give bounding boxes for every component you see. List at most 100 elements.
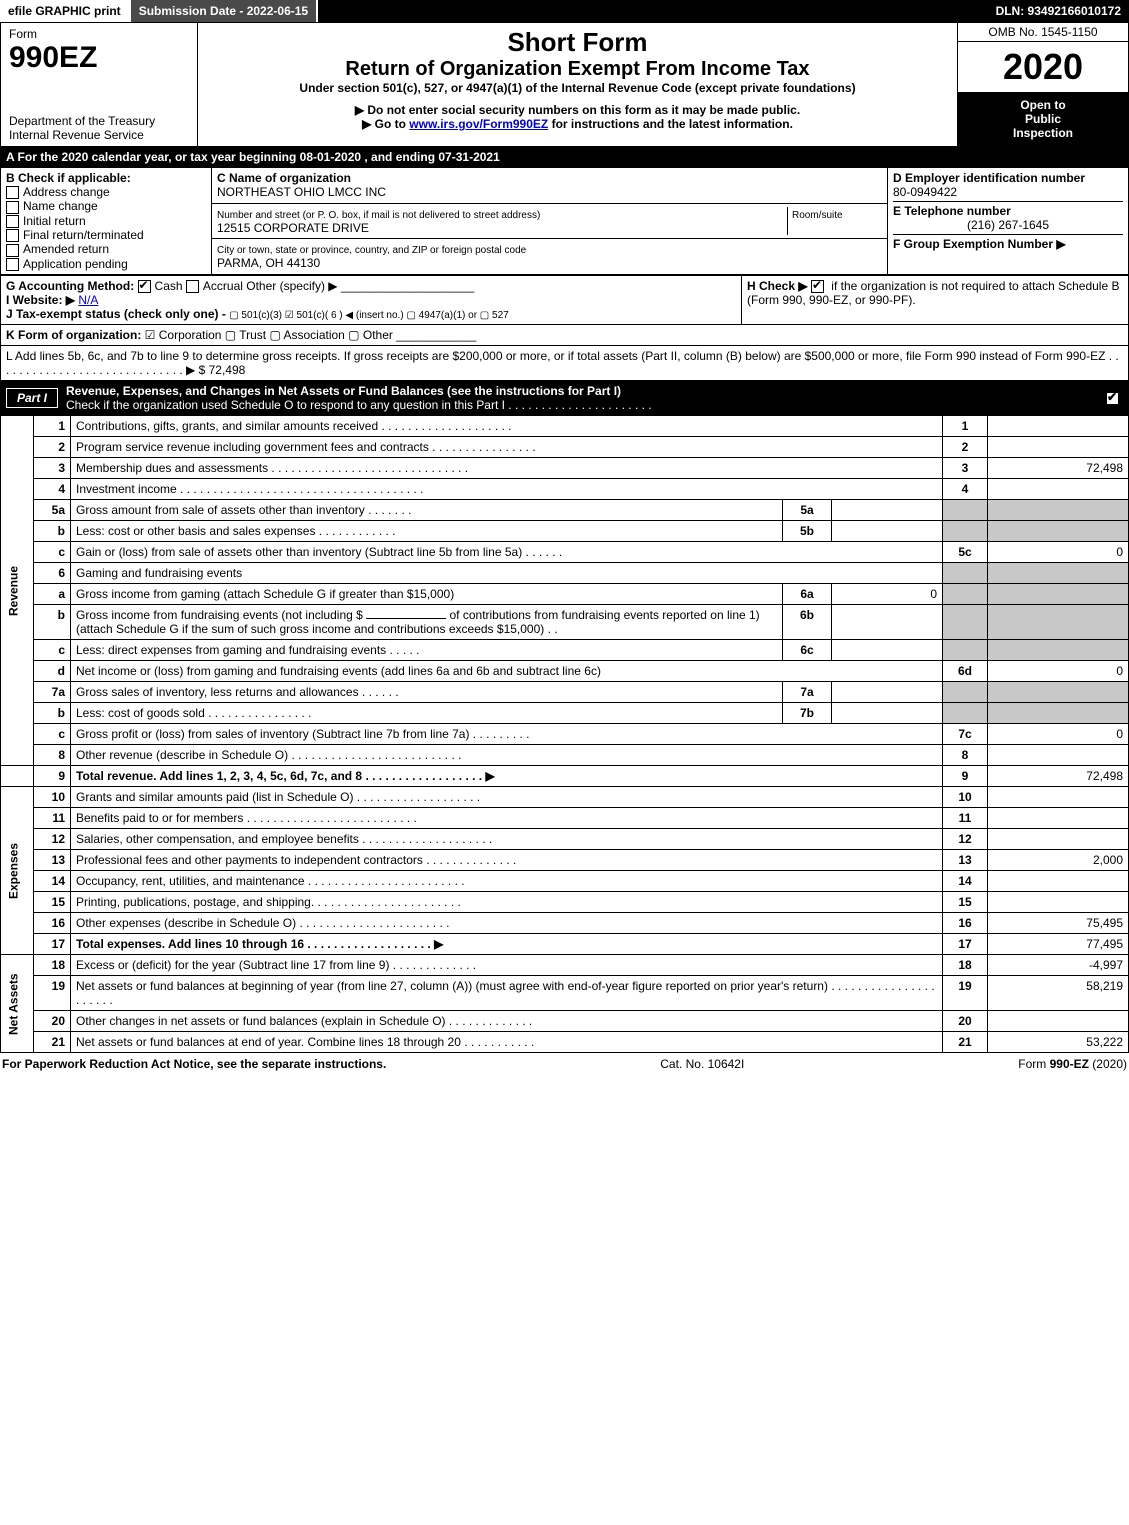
line-1-amt bbox=[988, 416, 1129, 437]
form-word: Form bbox=[9, 27, 189, 41]
check-schedule-o[interactable] bbox=[1106, 392, 1119, 405]
line-2-amt bbox=[988, 437, 1129, 458]
line-8-desc: Other revenue (describe in Schedule O) .… bbox=[71, 745, 943, 766]
check-name-change[interactable] bbox=[6, 201, 19, 214]
check-cash[interactable] bbox=[138, 280, 151, 293]
check-initial-return[interactable] bbox=[6, 215, 19, 228]
under-section: Under section 501(c), 527, or 4947(a)(1)… bbox=[206, 81, 949, 95]
top-bar: efile GRAPHIC print Submission Date - 20… bbox=[0, 0, 1129, 22]
line-4-amt bbox=[988, 479, 1129, 500]
irs-link[interactable]: www.irs.gov/Form990EZ bbox=[409, 117, 548, 131]
box-b-title: B Check if applicable: bbox=[6, 171, 206, 185]
line-5c-desc: Gain or (loss) from sale of assets other… bbox=[71, 542, 943, 563]
check-amended-return[interactable] bbox=[6, 244, 19, 257]
line-19-amt: 58,219 bbox=[988, 976, 1129, 1011]
entity-info-block: B Check if applicable: Address change Na… bbox=[0, 167, 1129, 275]
line-13-amt: 2,000 bbox=[988, 850, 1129, 871]
short-form-title: Short Form bbox=[206, 27, 949, 58]
city-label: City or town, state or province, country… bbox=[217, 245, 526, 256]
line-18-amt: -4,997 bbox=[988, 955, 1129, 976]
box-f-label: F Group Exemption Number ▶ bbox=[893, 234, 1123, 251]
dln: DLN: 93492166010172 bbox=[988, 0, 1129, 22]
line-h-label: H Check ▶ bbox=[747, 279, 808, 293]
form-ref: Form 990-EZ (2020) bbox=[1018, 1057, 1127, 1071]
line-16-desc: Other expenses (describe in Schedule O) … bbox=[71, 913, 943, 934]
line-16-amt: 75,495 bbox=[988, 913, 1129, 934]
line-j-label: J Tax-exempt status (check only one) - bbox=[6, 307, 226, 321]
line-a-taxyear: A For the 2020 calendar year, or tax yea… bbox=[0, 147, 1129, 167]
revenue-vlabel: Revenue bbox=[1, 416, 34, 766]
no-ssn-warning: ▶ Do not enter social security numbers o… bbox=[206, 103, 949, 117]
line-10-amt bbox=[988, 787, 1129, 808]
page-footer: For Paperwork Reduction Act Notice, see … bbox=[0, 1053, 1129, 1075]
check-address-change[interactable] bbox=[6, 186, 19, 199]
line-11-desc: Benefits paid to or for members . . . . … bbox=[71, 808, 943, 829]
check-application-pending[interactable] bbox=[6, 258, 19, 271]
line-1-desc: Contributions, gifts, grants, and simila… bbox=[71, 416, 943, 437]
goto-link[interactable]: ▶ Go to www.irs.gov/Form990EZ for instru… bbox=[206, 117, 949, 131]
website-value[interactable]: N/A bbox=[78, 293, 98, 307]
line-k: K Form of organization: ☑ Corporation ▢ … bbox=[0, 325, 1129, 346]
form-header: Form 990EZ Department of the Treasury In… bbox=[0, 22, 1129, 147]
netassets-vlabel: Net Assets bbox=[1, 955, 34, 1053]
line-9-desc: Total revenue. Add lines 1, 2, 3, 4, 5c,… bbox=[71, 766, 943, 787]
accounting-block: G Accounting Method: Cash Accrual Other … bbox=[0, 275, 1129, 325]
room-label: Room/suite bbox=[792, 210, 843, 221]
line-19-desc: Net assets or fund balances at beginning… bbox=[71, 976, 943, 1011]
line-6c-desc: Less: direct expenses from gaming and fu… bbox=[71, 640, 783, 661]
line-17-amt: 77,495 bbox=[988, 934, 1129, 955]
line-i-label: I Website: ▶ bbox=[6, 293, 75, 307]
org-name: NORTHEAST OHIO LMCC INC bbox=[217, 185, 386, 199]
line-5b-desc: Less: cost or other basis and sales expe… bbox=[71, 521, 783, 542]
line-3-desc: Membership dues and assessments . . . . … bbox=[71, 458, 943, 479]
line-5c-amt: 0 bbox=[988, 542, 1129, 563]
line-18-desc: Excess or (deficit) for the year (Subtra… bbox=[71, 955, 943, 976]
line-21-desc: Net assets or fund balances at end of ye… bbox=[71, 1032, 943, 1053]
line-15-desc: Printing, publications, postage, and shi… bbox=[71, 892, 943, 913]
street-label: Number and street (or P. O. box, if mail… bbox=[217, 210, 540, 221]
line-9-amt: 72,498 bbox=[988, 766, 1129, 787]
line-14-desc: Occupancy, rent, utilities, and maintena… bbox=[71, 871, 943, 892]
line-l: L Add lines 5b, 6c, and 7b to line 9 to … bbox=[0, 346, 1129, 381]
line-12-desc: Salaries, other compensation, and employ… bbox=[71, 829, 943, 850]
box-d-label: D Employer identification number bbox=[893, 171, 1123, 185]
box-e-label: E Telephone number bbox=[893, 201, 1123, 218]
city-value: PARMA, OH 44130 bbox=[217, 256, 320, 270]
omb-number: OMB No. 1545-1150 bbox=[958, 23, 1128, 42]
check-sched-b[interactable] bbox=[811, 280, 824, 293]
return-title: Return of Organization Exempt From Incom… bbox=[206, 58, 949, 81]
street-value: 12515 CORPORATE DRIVE bbox=[217, 221, 369, 235]
line-7a-desc: Gross sales of inventory, less returns a… bbox=[71, 682, 783, 703]
line-6d-amt: 0 bbox=[988, 661, 1129, 682]
line-7c-desc: Gross profit or (loss) from sales of inv… bbox=[71, 724, 943, 745]
open-to-public: Open to Public Inspection bbox=[958, 92, 1128, 146]
efile-label[interactable]: efile GRAPHIC print bbox=[0, 0, 131, 22]
submission-date: Submission Date - 2022-06-15 bbox=[131, 0, 318, 22]
tax-year: 2020 bbox=[958, 42, 1128, 92]
line-7b-desc: Less: cost of goods sold . . . . . . . .… bbox=[71, 703, 783, 724]
line-20-desc: Other changes in net assets or fund bala… bbox=[71, 1011, 943, 1032]
ein-value: 80-0949422 bbox=[893, 185, 1123, 199]
line-4-desc: Investment income . . . . . . . . . . . … bbox=[71, 479, 943, 500]
cat-no: Cat. No. 10642I bbox=[660, 1057, 744, 1071]
line-j-opts: ▢ 501(c)(3) ☑ 501(c)( 6 ) ◀ (insert no.)… bbox=[229, 310, 509, 321]
check-final-return[interactable] bbox=[6, 229, 19, 242]
line-10-desc: Grants and similar amounts paid (list in… bbox=[71, 787, 943, 808]
line-21-amt: 53,222 bbox=[988, 1032, 1129, 1053]
line-g-label: G Accounting Method: bbox=[6, 279, 134, 293]
line-3-amt: 72,498 bbox=[988, 458, 1129, 479]
line-l-amount: 72,498 bbox=[209, 363, 246, 377]
line-6b-desc: Gross income from fundraising events (no… bbox=[71, 605, 783, 640]
expenses-vlabel: Expenses bbox=[1, 787, 34, 955]
line-5a-desc: Gross amount from sale of assets other t… bbox=[71, 500, 783, 521]
part-i-label: Part I bbox=[6, 388, 58, 408]
line-6-desc: Gaming and fundraising events bbox=[71, 563, 943, 584]
part-i-header: Part I Revenue, Expenses, and Changes in… bbox=[0, 381, 1129, 415]
line-17-desc: Total expenses. Add lines 10 through 16 … bbox=[71, 934, 943, 955]
line-8-amt bbox=[988, 745, 1129, 766]
line-2-desc: Program service revenue including govern… bbox=[71, 437, 943, 458]
form-number: 990EZ bbox=[9, 41, 189, 75]
line-7c-amt: 0 bbox=[988, 724, 1129, 745]
line-6d-desc: Net income or (loss) from gaming and fun… bbox=[71, 661, 943, 682]
check-accrual[interactable] bbox=[186, 280, 199, 293]
